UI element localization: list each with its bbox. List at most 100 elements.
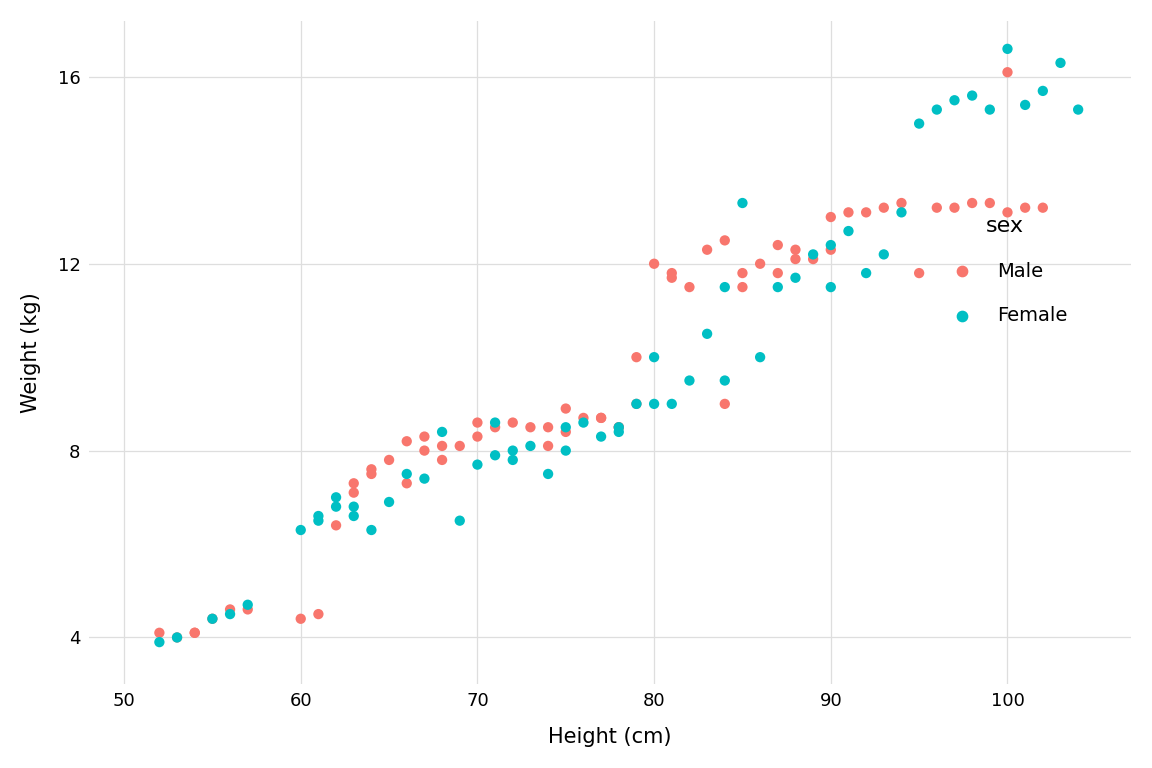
Point (433, 440, 452, 452)
Point (592, 412, 611, 424)
Point (168, 631, 187, 644)
Point (768, 267, 787, 280)
Point (715, 398, 734, 410)
Point (168, 631, 187, 644)
Legend: Male, Female: Male, Female (942, 217, 1068, 325)
Point (150, 627, 168, 639)
Point (362, 524, 380, 536)
Point (380, 454, 399, 466)
Point (715, 281, 734, 293)
Point (999, 207, 1017, 219)
Point (645, 398, 664, 410)
Point (627, 398, 645, 410)
Point (221, 604, 240, 616)
Point (539, 468, 558, 480)
Point (574, 412, 592, 424)
Point (680, 281, 698, 293)
Point (1052, 57, 1070, 69)
Point (450, 515, 469, 527)
Point (397, 468, 416, 480)
Point (556, 425, 575, 438)
Point (874, 201, 893, 214)
Point (609, 421, 628, 433)
Point (203, 613, 221, 625)
Point (1033, 201, 1052, 214)
Point (415, 472, 433, 485)
Point (715, 234, 734, 247)
Point (503, 445, 522, 457)
Point (645, 351, 664, 363)
Point (821, 211, 840, 223)
Point (362, 468, 380, 480)
Point (768, 239, 787, 251)
Point (362, 463, 380, 475)
Point (592, 412, 611, 424)
Point (291, 524, 310, 536)
Point (327, 492, 346, 504)
Point (344, 510, 363, 522)
Point (344, 477, 363, 489)
Point (503, 416, 522, 429)
Point (946, 94, 964, 107)
Point (486, 416, 505, 429)
Point (821, 281, 840, 293)
Point (609, 425, 628, 438)
Point (733, 281, 751, 293)
Point (468, 458, 486, 471)
Point (662, 267, 681, 280)
Point (397, 435, 416, 448)
Point (503, 454, 522, 466)
Point (680, 374, 698, 386)
Point (927, 104, 946, 116)
Point (592, 430, 611, 442)
Point (787, 272, 805, 284)
Point (698, 243, 717, 256)
Point (768, 281, 787, 293)
Point (433, 454, 452, 466)
Point (150, 636, 168, 648)
Point (821, 239, 840, 251)
Point (963, 197, 982, 209)
Point (751, 351, 770, 363)
Point (238, 598, 257, 611)
X-axis label: Height (cm): Height (cm) (548, 727, 672, 747)
Point (980, 197, 999, 209)
Point (521, 440, 539, 452)
Point (787, 243, 805, 256)
Point (733, 197, 751, 209)
Point (857, 267, 876, 280)
Point (893, 197, 911, 209)
Point (397, 477, 416, 489)
Point (821, 243, 840, 256)
Point (468, 416, 486, 429)
Point (185, 627, 204, 639)
Point (910, 118, 929, 130)
Point (1016, 99, 1034, 111)
Point (344, 486, 363, 498)
Point (539, 440, 558, 452)
Point (309, 608, 327, 621)
Point (344, 501, 363, 513)
Point (468, 430, 486, 442)
Point (910, 267, 929, 280)
Point (980, 104, 999, 116)
Point (486, 421, 505, 433)
Point (857, 207, 876, 219)
Point (787, 253, 805, 265)
Point (893, 207, 911, 219)
Point (556, 445, 575, 457)
Point (415, 430, 433, 442)
Point (309, 510, 327, 522)
Point (804, 253, 823, 265)
Point (662, 398, 681, 410)
Point (999, 66, 1017, 78)
Point (698, 328, 717, 340)
Point (574, 416, 592, 429)
Point (221, 608, 240, 621)
Point (874, 248, 893, 260)
Point (556, 421, 575, 433)
Point (733, 267, 751, 280)
Point (238, 604, 257, 616)
Point (433, 425, 452, 438)
Point (840, 225, 858, 237)
